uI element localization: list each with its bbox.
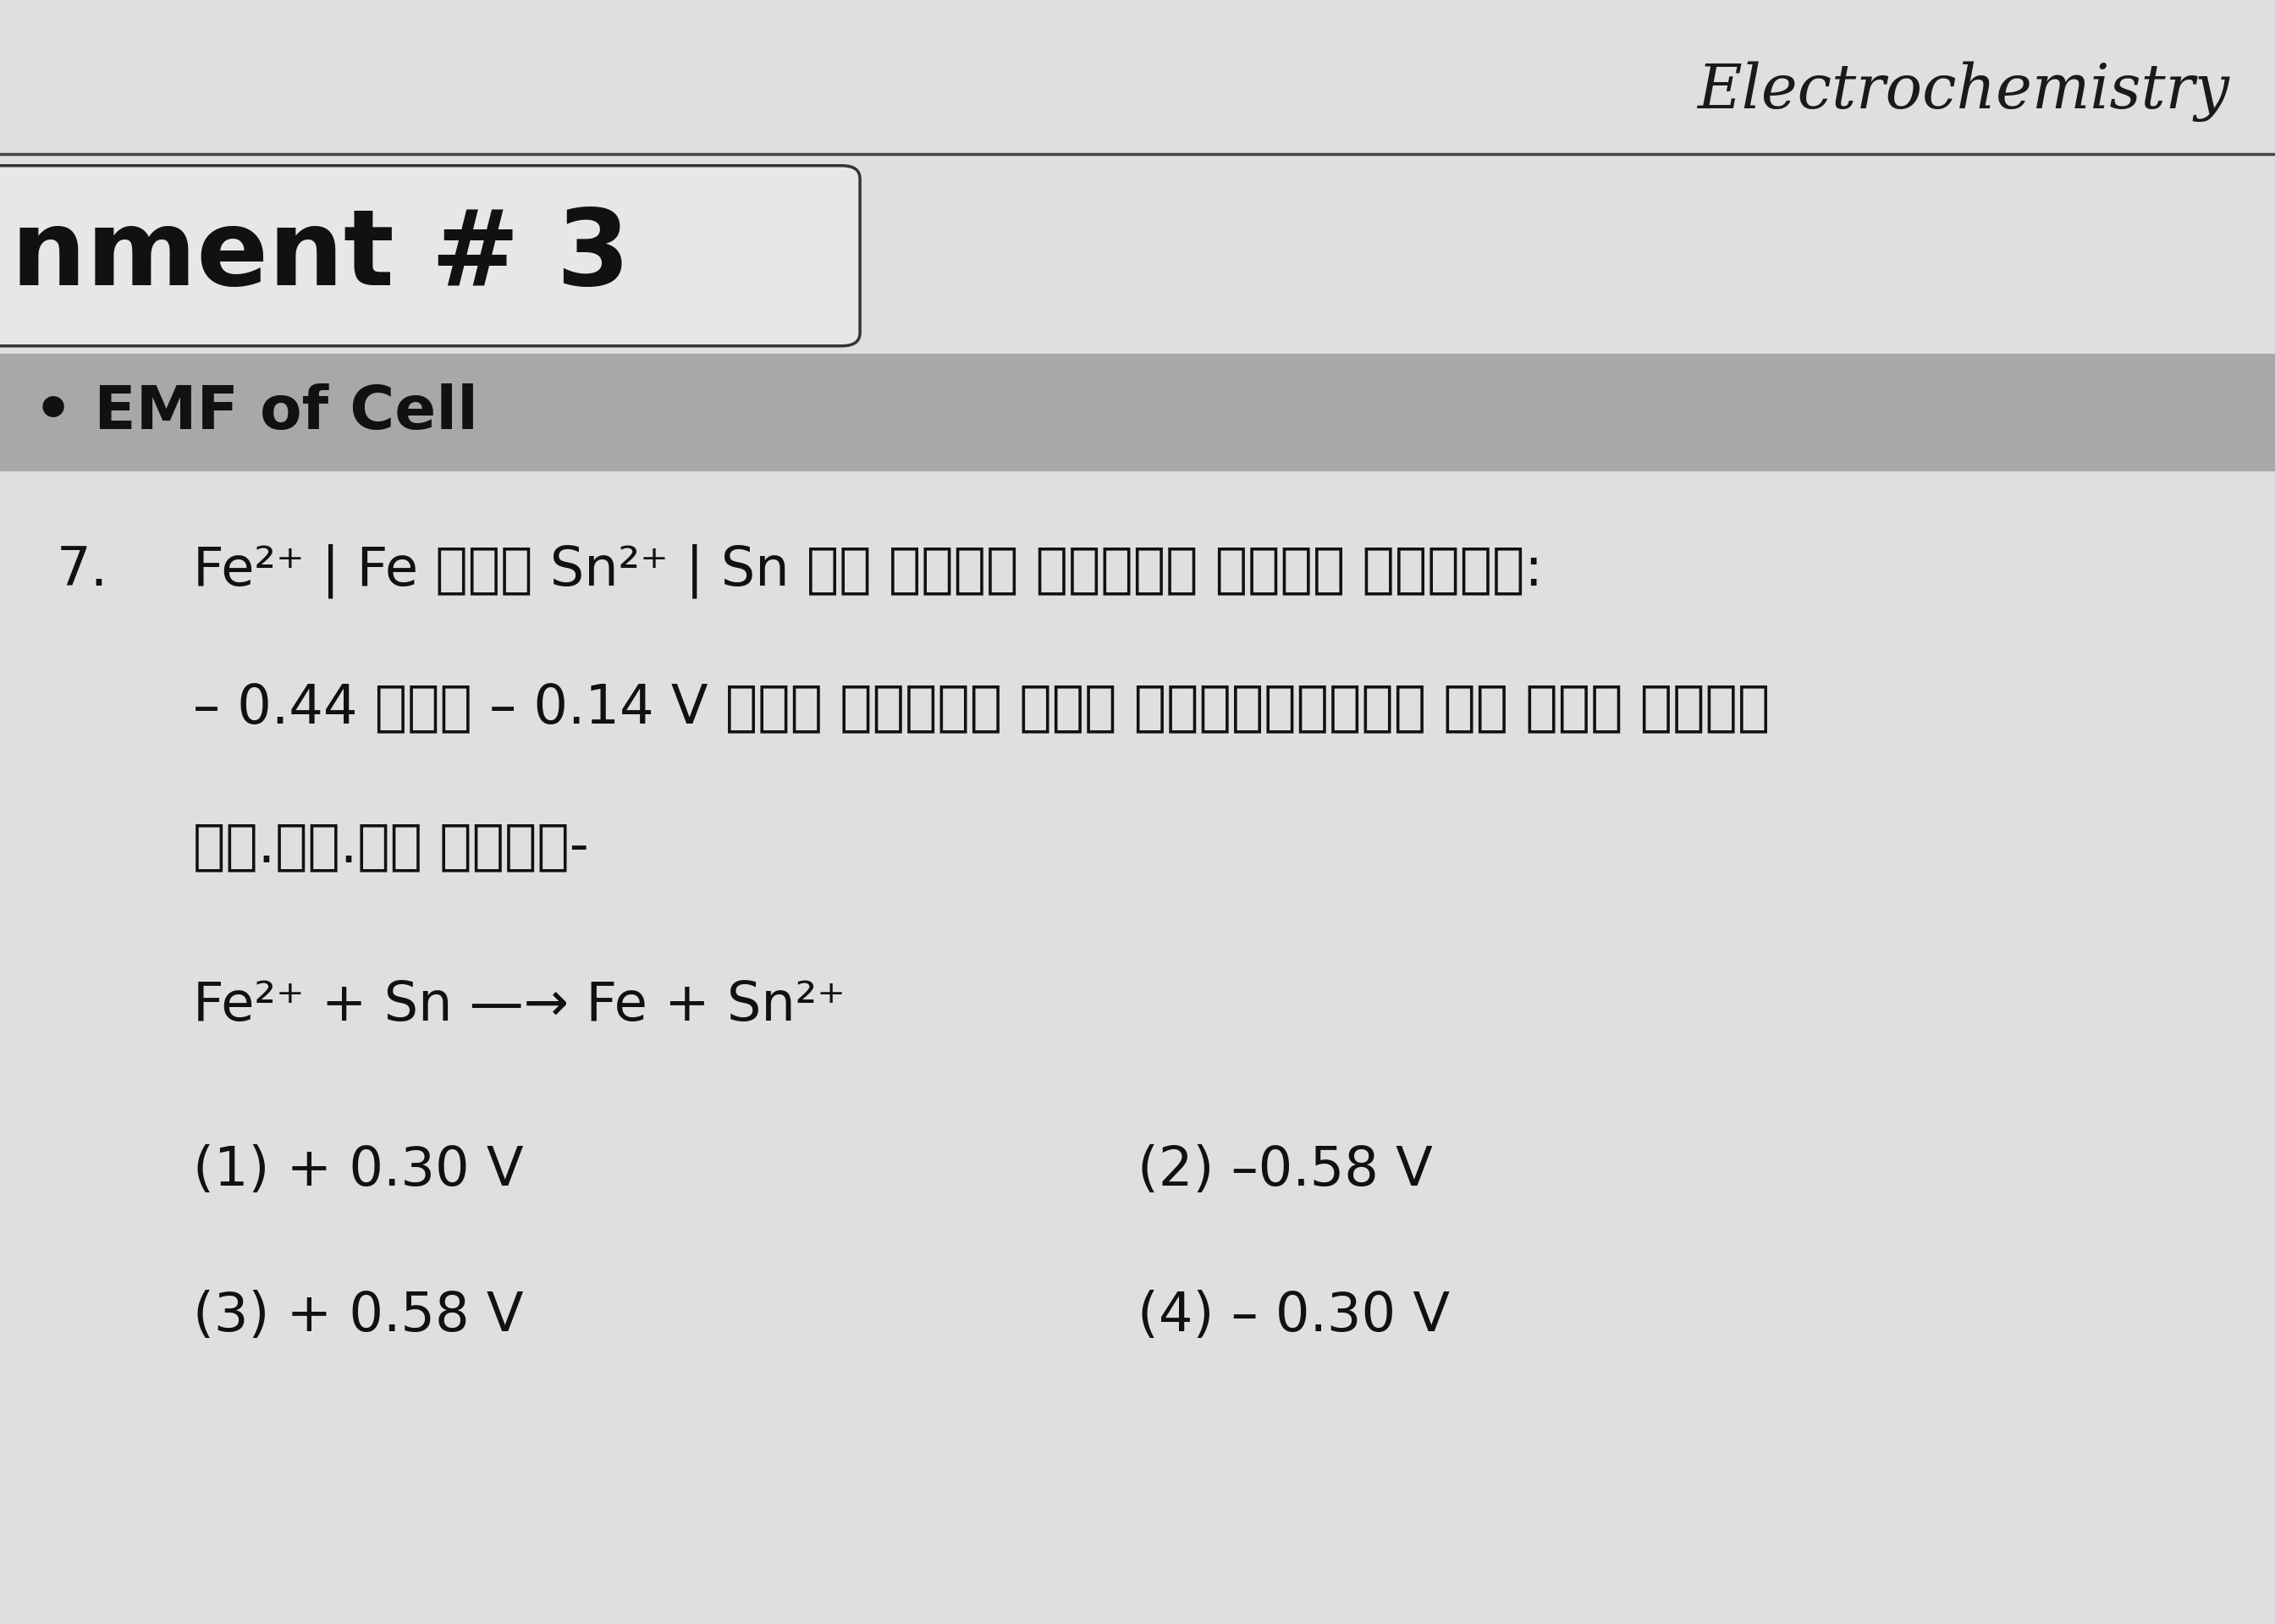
FancyBboxPatch shape — [0, 166, 860, 346]
Text: (4) – 0.30 V: (4) – 0.30 V — [1138, 1289, 1449, 1341]
Text: (2) –0.58 V: (2) –0.58 V — [1138, 1145, 1433, 1197]
Text: (1) + 0.30 V: (1) + 0.30 V — [193, 1145, 523, 1197]
Text: • EMF of Cell: • EMF of Cell — [34, 383, 478, 442]
Text: (3) + 0.58 V: (3) + 0.58 V — [193, 1289, 523, 1341]
Text: वि.वा.बल होगा-: वि.वा.बल होगा- — [193, 820, 589, 872]
Text: nment # 3: nment # 3 — [11, 205, 630, 307]
Text: – 0.44 तथा – 0.14 V है। निम्न सेल अभिक्रिया के लिए मानक: – 0.44 तथा – 0.14 V है। निम्न सेल अभिक्र… — [193, 682, 1770, 734]
Text: Electrochemistry: Electrochemistry — [1697, 62, 2229, 122]
Text: 7.: 7. — [57, 544, 109, 596]
FancyBboxPatch shape — [0, 354, 2275, 471]
Text: Fe²⁺ + Sn —→ Fe + Sn²⁺: Fe²⁺ + Sn —→ Fe + Sn²⁺ — [193, 979, 846, 1031]
Text: Fe²⁺ | Fe तथा Sn²⁺ | Sn के मानक अपचयन विभव क्रमश:: Fe²⁺ | Fe तथा Sn²⁺ | Sn के मानक अपचयन वि… — [193, 544, 1542, 599]
